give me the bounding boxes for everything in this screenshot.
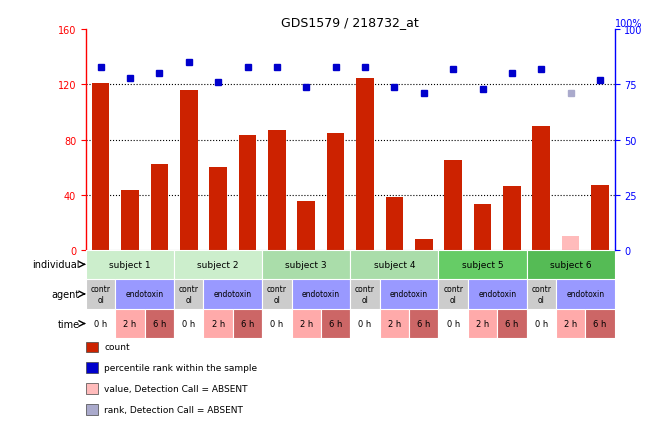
Text: subject 1: subject 1 bbox=[109, 260, 151, 269]
Bar bbox=[527, 279, 556, 309]
Text: percentile rank within the sample: percentile rank within the sample bbox=[104, 364, 258, 372]
Bar bbox=[474, 205, 491, 250]
Bar bbox=[121, 191, 139, 250]
Bar bbox=[556, 279, 615, 309]
Bar bbox=[262, 309, 292, 339]
Text: subject 3: subject 3 bbox=[286, 260, 327, 269]
Bar bbox=[468, 309, 497, 339]
Bar bbox=[233, 309, 262, 339]
Bar bbox=[350, 279, 379, 309]
Bar bbox=[468, 279, 527, 309]
Text: 0 h: 0 h bbox=[358, 319, 371, 328]
Bar bbox=[562, 236, 580, 250]
Bar bbox=[385, 198, 403, 250]
Text: 2 h: 2 h bbox=[124, 319, 137, 328]
Bar bbox=[297, 202, 315, 250]
Text: 0 h: 0 h bbox=[182, 319, 196, 328]
Text: subject 6: subject 6 bbox=[550, 260, 592, 269]
Bar bbox=[268, 131, 286, 250]
Bar bbox=[556, 309, 586, 339]
Bar bbox=[174, 279, 204, 309]
Text: count: count bbox=[104, 343, 130, 352]
Text: contr
ol: contr ol bbox=[267, 285, 287, 304]
Bar bbox=[292, 279, 350, 309]
Bar bbox=[145, 309, 174, 339]
Bar bbox=[327, 133, 344, 250]
Bar bbox=[262, 279, 292, 309]
Bar bbox=[415, 239, 432, 250]
Bar bbox=[86, 279, 115, 309]
Bar bbox=[92, 84, 110, 250]
Bar bbox=[438, 309, 468, 339]
Text: 0 h: 0 h bbox=[270, 319, 284, 328]
Bar bbox=[527, 309, 556, 339]
Text: 2 h: 2 h bbox=[212, 319, 225, 328]
Text: endotoxin: endotoxin bbox=[302, 290, 340, 299]
Text: individual: individual bbox=[32, 260, 80, 270]
Bar bbox=[174, 309, 204, 339]
Bar bbox=[321, 309, 350, 339]
Text: endotoxin: endotoxin bbox=[390, 290, 428, 299]
Text: time: time bbox=[58, 319, 80, 329]
Text: endotoxin: endotoxin bbox=[566, 290, 604, 299]
Text: endotoxin: endotoxin bbox=[478, 290, 516, 299]
Bar bbox=[86, 309, 115, 339]
Text: 2 h: 2 h bbox=[299, 319, 313, 328]
Text: 0 h: 0 h bbox=[94, 319, 107, 328]
Bar bbox=[379, 309, 409, 339]
Text: 6 h: 6 h bbox=[241, 319, 254, 328]
Text: 2 h: 2 h bbox=[476, 319, 489, 328]
Bar bbox=[379, 279, 438, 309]
Bar bbox=[86, 250, 174, 279]
Bar bbox=[409, 309, 438, 339]
Text: contr
ol: contr ol bbox=[443, 285, 463, 304]
Text: 6 h: 6 h bbox=[505, 319, 519, 328]
Text: contr
ol: contr ol bbox=[178, 285, 199, 304]
Bar bbox=[239, 136, 256, 250]
Text: 2 h: 2 h bbox=[388, 319, 401, 328]
Text: 6 h: 6 h bbox=[594, 319, 607, 328]
Text: subject 2: subject 2 bbox=[198, 260, 239, 269]
Title: GDS1579 / 218732_at: GDS1579 / 218732_at bbox=[282, 16, 419, 29]
Text: subject 4: subject 4 bbox=[373, 260, 415, 269]
Bar bbox=[438, 250, 527, 279]
Text: 0 h: 0 h bbox=[535, 319, 548, 328]
Bar bbox=[444, 161, 462, 250]
Text: 6 h: 6 h bbox=[417, 319, 430, 328]
Text: subject 5: subject 5 bbox=[462, 260, 503, 269]
Text: contr
ol: contr ol bbox=[355, 285, 375, 304]
Text: 2 h: 2 h bbox=[564, 319, 577, 328]
Bar bbox=[503, 187, 521, 250]
Bar bbox=[527, 250, 615, 279]
Bar bbox=[262, 250, 350, 279]
Bar bbox=[533, 126, 550, 250]
Text: agent: agent bbox=[52, 289, 80, 299]
Text: 0 h: 0 h bbox=[447, 319, 460, 328]
Bar bbox=[438, 279, 468, 309]
Text: 6 h: 6 h bbox=[153, 319, 166, 328]
Text: endotoxin: endotoxin bbox=[214, 290, 252, 299]
Bar bbox=[115, 309, 145, 339]
Bar bbox=[115, 279, 174, 309]
Bar bbox=[210, 168, 227, 250]
Text: value, Detection Call = ABSENT: value, Detection Call = ABSENT bbox=[104, 385, 248, 393]
Bar bbox=[292, 309, 321, 339]
Bar bbox=[350, 309, 379, 339]
Text: 100%: 100% bbox=[615, 19, 642, 29]
Bar bbox=[356, 79, 374, 250]
Text: contr
ol: contr ol bbox=[91, 285, 110, 304]
Bar bbox=[350, 250, 438, 279]
Text: contr
ol: contr ol bbox=[531, 285, 551, 304]
Bar bbox=[497, 309, 527, 339]
Bar bbox=[180, 91, 198, 250]
Bar bbox=[204, 279, 262, 309]
Bar bbox=[204, 309, 233, 339]
Bar bbox=[586, 309, 615, 339]
Bar bbox=[591, 185, 609, 250]
Bar bbox=[151, 165, 168, 250]
Bar bbox=[174, 250, 262, 279]
Text: 6 h: 6 h bbox=[329, 319, 342, 328]
Text: endotoxin: endotoxin bbox=[126, 290, 164, 299]
Text: rank, Detection Call = ABSENT: rank, Detection Call = ABSENT bbox=[104, 405, 243, 414]
